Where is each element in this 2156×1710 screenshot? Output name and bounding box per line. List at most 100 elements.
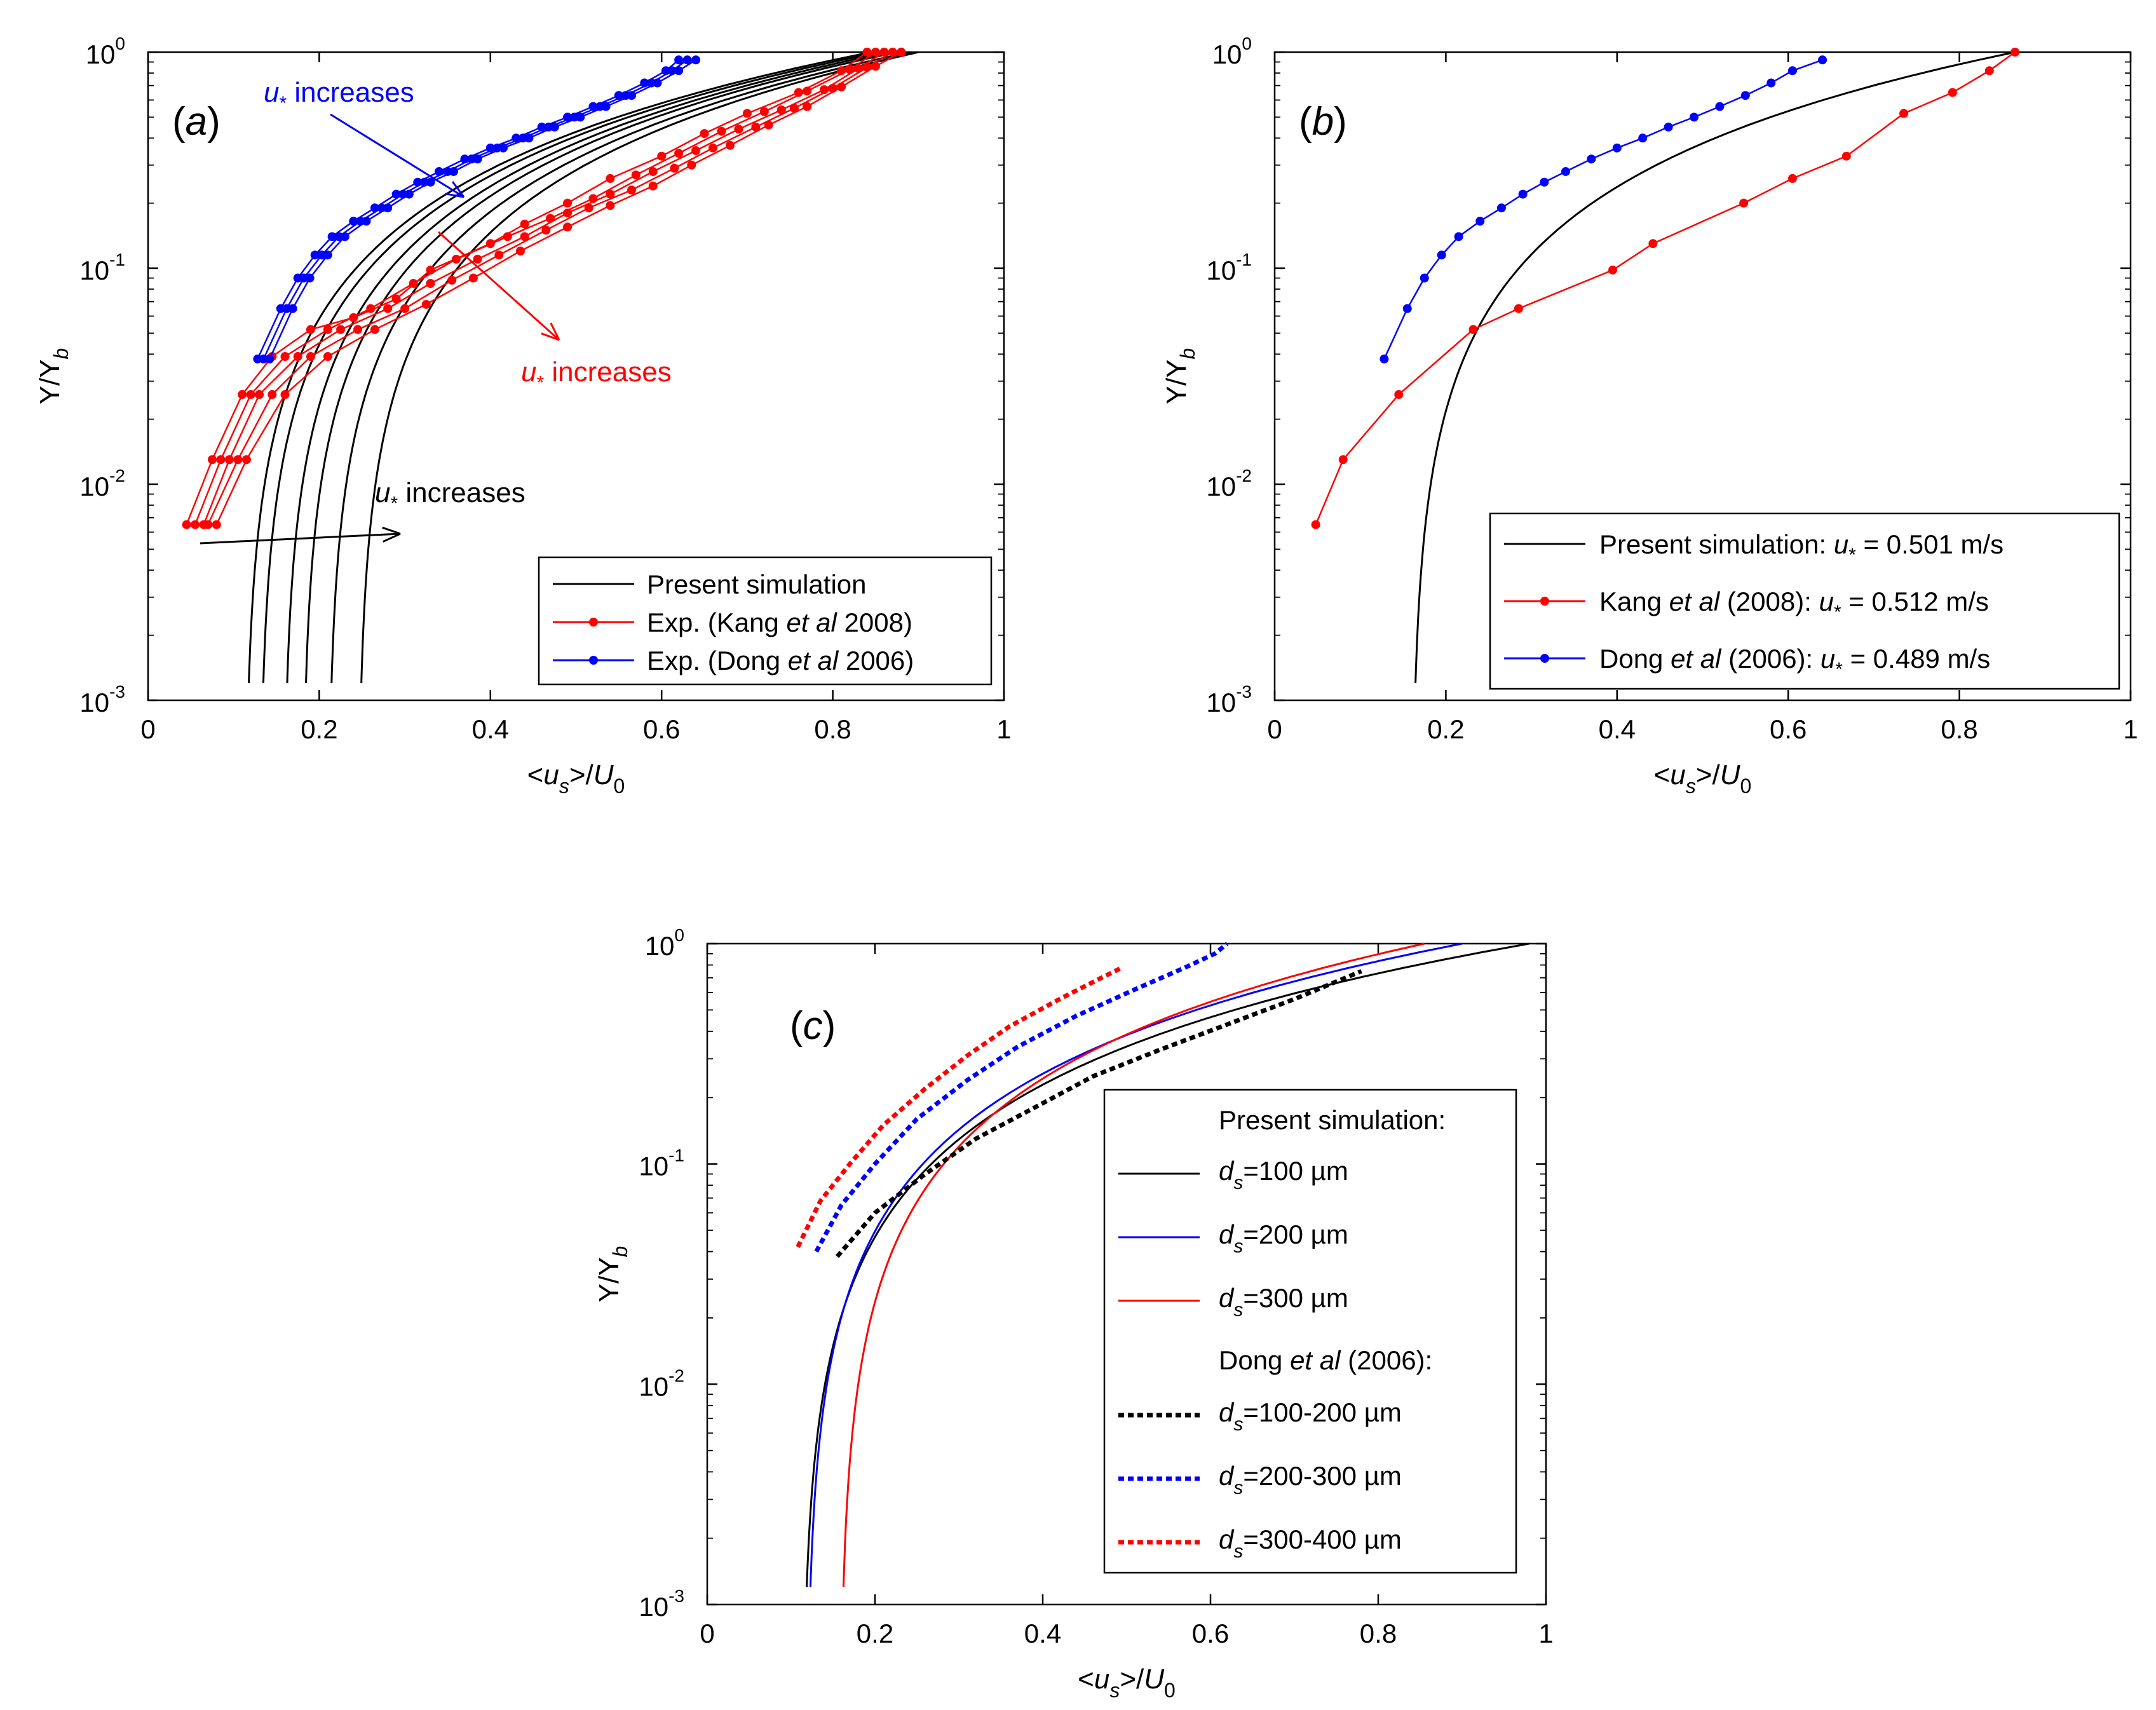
legend-text-italic: et al (1671, 644, 1722, 674)
legend-entry-text: Present simulation: u* = 0.501 m/s (1599, 529, 2003, 566)
dong-2-point (682, 55, 692, 65)
kang-3-point (606, 189, 615, 199)
kang-2-point (631, 170, 641, 180)
kang-2-point (717, 126, 726, 136)
annotation-red-subscript: * (536, 372, 544, 393)
xlabel-part: >/ (1696, 759, 1721, 791)
legend-symbol: u (1819, 587, 1834, 616)
legend-box (538, 556, 993, 686)
legend-text-italic: et al (788, 646, 839, 675)
series-line-dong-100-200um (835, 969, 1362, 1258)
xlabel-part: < (527, 759, 544, 791)
kang-0.512-point (1394, 390, 1404, 399)
kang-0.512-point (1608, 265, 1618, 275)
arrow-blue-head (445, 180, 465, 198)
series-line-dong-300-400um (796, 965, 1123, 1248)
kang-4-point (541, 226, 551, 235)
y-tick-exponent: -1 (1236, 250, 1252, 269)
legend-subscript: s (1233, 1172, 1243, 1193)
dong-0.489-point (1437, 250, 1446, 260)
dong-3-point (524, 133, 534, 143)
legend-entry-text: Kang et al (2008): u* = 0.512 m/s (1599, 587, 1989, 623)
kang-2-point (409, 278, 418, 288)
kang-3-point (563, 208, 573, 218)
y-tick-base: 10 (79, 255, 109, 285)
dong-0.489-point (1787, 66, 1797, 76)
y-tick-exponent: -2 (109, 466, 125, 485)
kang-2-point (674, 149, 684, 158)
ylabel-part: Y (1161, 359, 1192, 377)
kang-5-point (468, 273, 478, 283)
kang-1-point (700, 129, 709, 139)
kang-4-point (789, 104, 799, 113)
dong-3-point (576, 112, 585, 122)
legend-entry-text: ds=200-300 µm (1219, 1461, 1402, 1498)
x-tick-label: 0.6 (1192, 1618, 1229, 1648)
kang-2-point (871, 48, 880, 57)
legend-symbol: d (1219, 1397, 1235, 1427)
x-axis-label: <us>/U0 (1654, 759, 1752, 797)
ylabel-part: Y/ (593, 1275, 625, 1302)
dong-0.489-point (1766, 78, 1776, 88)
kang-1-point (657, 151, 667, 161)
y-tick-base: 10 (1206, 688, 1236, 717)
panel-label-part: c (803, 1004, 823, 1048)
legend-header-simulation: Present simulation: (1219, 1105, 1446, 1135)
annotation-blue-text: increases (287, 77, 414, 108)
panel-label-part: ) (823, 1004, 836, 1048)
kang-5-point (515, 247, 525, 256)
xlabel-part: U (593, 759, 614, 791)
dong-3-point (362, 217, 371, 226)
kang-0.512-point (1984, 66, 1994, 76)
kang-5-point (606, 201, 615, 210)
legend-symbol: d (1219, 1219, 1235, 1249)
legend-text-italic: et al (1669, 587, 1721, 616)
kang-4-point (233, 455, 243, 465)
dong-0.489-point (1402, 304, 1412, 313)
xlabel-part: u (543, 759, 559, 791)
ylabel-part: Y (593, 1257, 625, 1275)
panel-label: (a) (172, 100, 220, 144)
kang-0.512-point (1468, 325, 1478, 334)
x-tick-label: 0.4 (1599, 714, 1636, 744)
kang-5-point (563, 222, 573, 232)
x-tick-label: 1 (1538, 1618, 1553, 1648)
series-line-kang-2 (194, 51, 876, 526)
ylabel-part: b (609, 1246, 632, 1258)
legend-value: =100 µm (1243, 1156, 1348, 1186)
legend-entry-text: Exp. (Kang et al 2008) (647, 607, 912, 637)
legend-subscript: s (1233, 1299, 1243, 1320)
y-tick-base: 10 (639, 1592, 668, 1622)
kang-4-point (494, 250, 504, 260)
panel-a: 0 0.2 0.4 0.6 0.8 110-310-210-1100<us>/U0Y/Yb… (34, 34, 1012, 797)
legend-symbol: d (1219, 1156, 1235, 1186)
legend-value: =100-200 µm (1243, 1397, 1402, 1427)
dong-0.489-point (1690, 112, 1699, 122)
y-tick-base: 10 (645, 931, 675, 961)
plot-frame (706, 942, 1547, 1606)
legend-text: Exp. (Dong (647, 646, 788, 675)
x-axis-label: <us>/U0 (1078, 1664, 1176, 1702)
arrow-black-head (382, 526, 401, 543)
x-tick-label: 1 (996, 714, 1011, 744)
kang-1-point (862, 48, 872, 57)
arrow-blue-shaft (330, 113, 464, 198)
legend-text: Kang (1599, 587, 1669, 616)
series-line-kang-0.512 (1315, 51, 2016, 526)
kang-4-point (751, 122, 761, 132)
kang-1-point (182, 520, 191, 529)
legend-text: Dong (1219, 1345, 1290, 1375)
series-line-sim-5 (330, 51, 911, 684)
dong-3-point (499, 143, 508, 153)
x-tick-label: 1 (2123, 714, 2138, 744)
dong-0.489-point (1612, 143, 1622, 153)
kang-3-point (473, 254, 482, 264)
legend-symbol: d (1219, 1461, 1235, 1491)
legend-text-italic: et al (1290, 1345, 1341, 1375)
legend-value: =300-400 µm (1243, 1524, 1402, 1554)
annotation-blue: u* increases (264, 77, 414, 114)
legend-value: =200-300 µm (1243, 1461, 1402, 1491)
legend-text: (2006): (1340, 1345, 1432, 1375)
legend-text: Exp. (Kang (647, 607, 786, 637)
dong-1-point (349, 217, 358, 226)
